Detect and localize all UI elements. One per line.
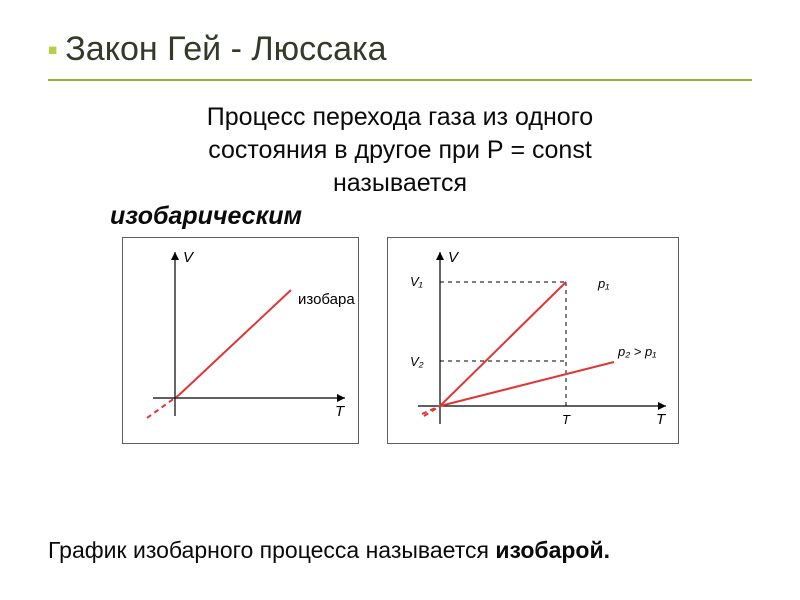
body-text: Процесс перехода газа из одного состояния… [48,103,752,231]
title-block: ■ Закон Гей - Люссака [48,30,752,81]
chart-left-isobar: T Vизобара [122,237,359,444]
svg-text:V: V [183,249,195,266]
title-text: Закон Гей - Люссака [65,30,386,68]
chart-right-svg: T V T V₁ V₂ p₁ p₂ > p₁ [388,238,678,443]
title-bullet-icon: ■ [48,42,57,60]
slide: ■ Закон Гей - Люссака Процесс перехода га… [0,0,800,600]
slide-title: ■ Закон Гей - Люссака [48,30,752,69]
charts-row: T Vизобара T V T V₁ V₂ p₁ p₂ > p₁ [48,237,752,444]
body-line: называется [80,169,720,198]
svg-text:p₂ > p₁: p₂ > p₁ [617,344,656,359]
svg-text:V₁: V₁ [410,274,423,289]
chart-right-isobars: T V T V₁ V₂ p₁ p₂ > p₁ [387,237,679,444]
svg-text:T: T [562,412,571,427]
svg-text:T: T [335,403,346,420]
chart-left-svg: T Vизобара [123,238,358,443]
bottom-caption-text: График изобарного процесса называется [48,537,495,563]
svg-text:p₁: p₁ [597,276,609,291]
svg-text:V: V [448,249,460,266]
svg-text:T: T [656,411,667,428]
bottom-caption-bold: изобарой. [495,537,610,563]
svg-text:изобара: изобара [298,291,355,308]
body-emphasis: изобарическим [50,202,750,231]
body-line: Процесс перехода газа из одного [80,103,720,132]
body-line: состояния в другое при Р = const [80,136,720,165]
svg-text:V₂: V₂ [410,354,424,369]
bottom-caption: График изобарного процесса называется из… [48,537,752,564]
